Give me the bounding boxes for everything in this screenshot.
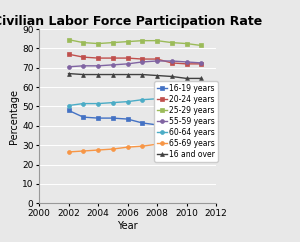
16-19 years bbox=[111, 117, 115, 120]
Line: 16-19 years: 16-19 years bbox=[67, 108, 203, 139]
25-29 years bbox=[155, 39, 159, 42]
Line: 20-24 years: 20-24 years bbox=[67, 52, 203, 66]
65-69 years bbox=[170, 142, 173, 145]
55-59 years bbox=[185, 60, 188, 63]
60-64 years bbox=[96, 102, 100, 105]
55-59 years bbox=[155, 60, 159, 62]
Line: 55-59 years: 55-59 years bbox=[67, 59, 203, 69]
16 and over bbox=[126, 73, 129, 76]
16-19 years bbox=[140, 121, 144, 124]
65-69 years bbox=[96, 149, 100, 151]
25-29 years bbox=[82, 41, 85, 44]
20-24 years bbox=[200, 62, 203, 65]
65-69 years bbox=[111, 148, 115, 151]
16-19 years bbox=[67, 109, 70, 112]
55-59 years bbox=[140, 60, 144, 63]
20-24 years bbox=[111, 57, 115, 60]
25-29 years bbox=[111, 41, 115, 44]
60-64 years bbox=[111, 101, 115, 104]
X-axis label: Year: Year bbox=[117, 221, 138, 231]
65-69 years bbox=[200, 139, 203, 142]
16-19 years bbox=[96, 117, 100, 120]
25-29 years bbox=[67, 38, 70, 41]
20-24 years bbox=[185, 62, 188, 65]
60-64 years bbox=[200, 96, 203, 99]
55-59 years bbox=[111, 63, 115, 66]
16-19 years bbox=[155, 123, 159, 126]
55-59 years bbox=[200, 61, 203, 64]
55-59 years bbox=[96, 64, 100, 67]
Y-axis label: Percentage: Percentage bbox=[9, 89, 19, 144]
65-69 years bbox=[67, 151, 70, 153]
65-69 years bbox=[140, 145, 144, 148]
65-69 years bbox=[155, 143, 159, 146]
25-29 years bbox=[140, 39, 144, 42]
65-69 years bbox=[82, 150, 85, 152]
16-19 years bbox=[200, 136, 203, 139]
16 and over bbox=[96, 73, 100, 76]
60-64 years bbox=[126, 100, 129, 103]
25-29 years bbox=[96, 42, 100, 45]
60-64 years bbox=[67, 104, 70, 107]
16 and over bbox=[155, 74, 159, 77]
Legend: 16-19 years, 20-24 years, 25-29 years, 55-59 years, 60-64 years, 65-69 years, 16: 16-19 years, 20-24 years, 25-29 years, 5… bbox=[154, 81, 218, 162]
60-64 years bbox=[140, 98, 144, 101]
16 and over bbox=[170, 75, 173, 78]
16 and over bbox=[82, 73, 85, 76]
Line: 65-69 years: 65-69 years bbox=[67, 138, 203, 154]
16 and over bbox=[185, 77, 188, 80]
60-64 years bbox=[82, 102, 85, 105]
Title: Civilian Labor Force Participation Rate: Civilian Labor Force Participation Rate bbox=[0, 15, 262, 28]
16 and over bbox=[111, 73, 115, 76]
25-29 years bbox=[185, 42, 188, 45]
60-64 years bbox=[155, 97, 159, 100]
25-29 years bbox=[126, 40, 129, 43]
Line: 16 and over: 16 and over bbox=[67, 72, 203, 80]
16-19 years bbox=[170, 127, 173, 130]
16-19 years bbox=[185, 135, 188, 138]
16-19 years bbox=[82, 116, 85, 119]
60-64 years bbox=[170, 95, 173, 98]
25-29 years bbox=[200, 44, 203, 47]
20-24 years bbox=[67, 53, 70, 56]
20-24 years bbox=[170, 61, 173, 64]
60-64 years bbox=[185, 94, 188, 97]
65-69 years bbox=[185, 141, 188, 144]
25-29 years bbox=[170, 41, 173, 44]
20-24 years bbox=[82, 56, 85, 59]
20-24 years bbox=[96, 57, 100, 60]
16 and over bbox=[140, 73, 144, 76]
55-59 years bbox=[82, 64, 85, 67]
65-69 years bbox=[126, 146, 129, 149]
55-59 years bbox=[67, 65, 70, 68]
Line: 60-64 years: 60-64 years bbox=[67, 94, 203, 107]
20-24 years bbox=[155, 58, 159, 60]
20-24 years bbox=[140, 58, 144, 60]
Line: 25-29 years: 25-29 years bbox=[67, 38, 203, 47]
20-24 years bbox=[126, 57, 129, 60]
16 and over bbox=[67, 72, 70, 75]
16 and over bbox=[200, 77, 203, 80]
16-19 years bbox=[126, 118, 129, 121]
55-59 years bbox=[170, 60, 173, 62]
55-59 years bbox=[126, 62, 129, 65]
